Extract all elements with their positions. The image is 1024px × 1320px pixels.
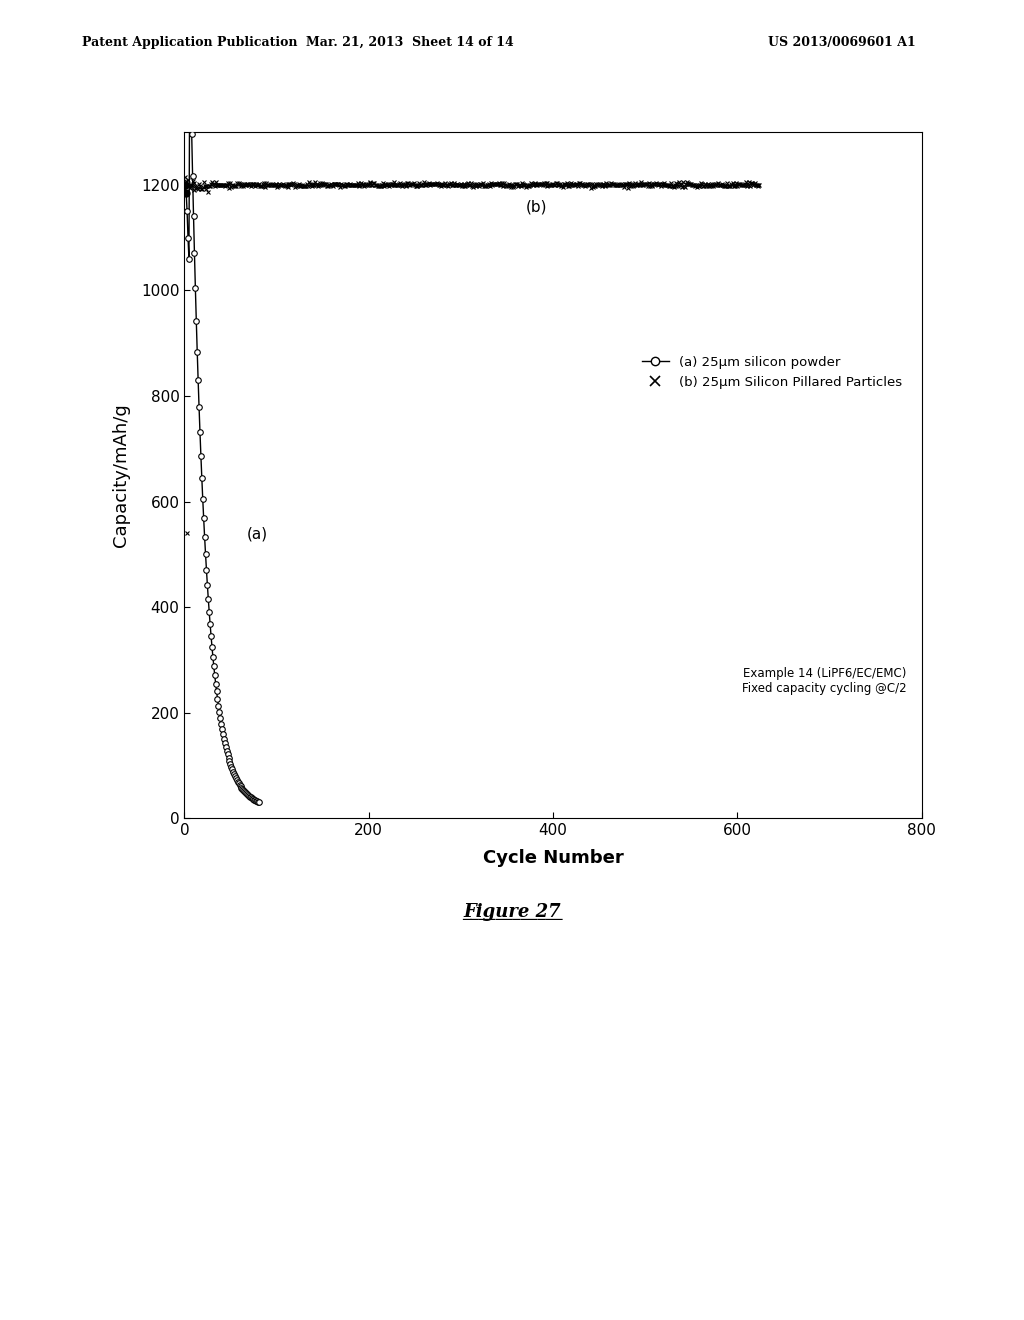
X-axis label: Cycle Number: Cycle Number: [482, 849, 624, 867]
Text: ────────────: ────────────: [462, 913, 562, 927]
Y-axis label: Capacity/mAh/g: Capacity/mAh/g: [112, 404, 130, 546]
Text: (a): (a): [247, 527, 268, 541]
Text: Figure 27: Figure 27: [463, 903, 561, 921]
Text: Example 14 (LiPF6/EC/EMC)
Fixed capacity cycling @C/2: Example 14 (LiPF6/EC/EMC) Fixed capacity…: [742, 667, 907, 696]
Text: US 2013/0069601 A1: US 2013/0069601 A1: [768, 36, 915, 49]
Legend: (a) 25μm silicon powder, (b) 25μm Silicon Pillared Particles: (a) 25μm silicon powder, (b) 25μm Silico…: [637, 351, 907, 393]
Text: (b): (b): [525, 199, 547, 214]
Text: Mar. 21, 2013  Sheet 14 of 14: Mar. 21, 2013 Sheet 14 of 14: [306, 36, 513, 49]
Text: Patent Application Publication: Patent Application Publication: [82, 36, 297, 49]
